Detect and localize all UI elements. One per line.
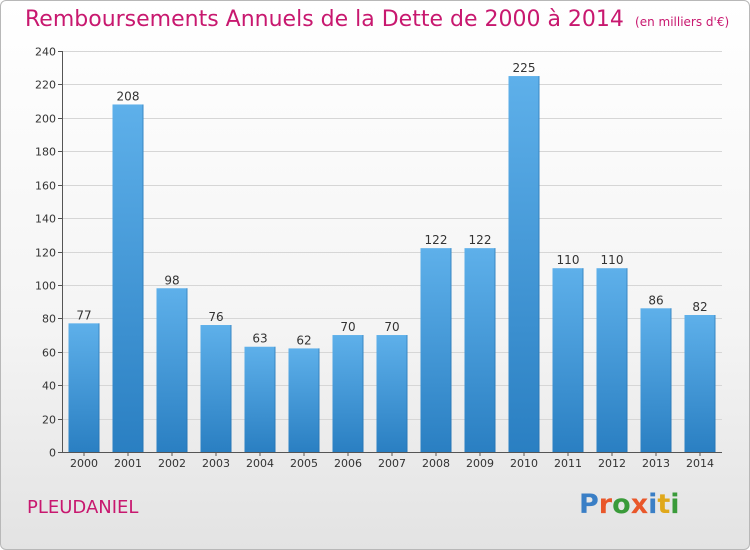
bar-2002: [156, 288, 188, 452]
x-tick-label: 2013: [642, 457, 670, 470]
logo-letter: i: [648, 489, 658, 520]
data-label: 76: [208, 310, 223, 324]
data-label: 110: [601, 253, 624, 267]
proxiti-logo[interactable]: Proxiti: [579, 489, 680, 520]
bar-2013: [640, 308, 672, 452]
chart-title: Remboursements Annuels de la Dette de 20…: [25, 7, 624, 32]
logo-letter: x: [630, 489, 649, 520]
x-tick-label: 2014: [686, 457, 714, 470]
data-label: 98: [164, 273, 179, 287]
x-tick-label: 2005: [290, 457, 318, 470]
data-label: 70: [340, 320, 355, 334]
data-label: 122: [425, 233, 448, 247]
x-tick-label: 2004: [246, 457, 274, 470]
y-tick-label: 160: [35, 180, 56, 193]
y-tick-label: 20: [42, 414, 56, 427]
x-tick-label: 2001: [114, 457, 142, 470]
y-tick-label: 240: [35, 46, 56, 59]
data-label: 62: [296, 333, 311, 347]
data-label: 70: [384, 320, 399, 334]
bar-2001: [112, 104, 144, 452]
bar-2011: [552, 268, 584, 452]
bar-2004: [244, 346, 276, 452]
bar-2012: [596, 268, 628, 452]
y-tick-label: 60: [42, 347, 56, 360]
axes-layer: 0 20 40 60 80 100 120 140 160 180 200 220 240 77 2000 2…: [35, 46, 722, 470]
data-label: 110: [557, 253, 580, 267]
logo-letter: r: [598, 489, 613, 520]
y-tick-label: 180: [35, 146, 56, 159]
y-tick-label: 100: [35, 280, 56, 293]
y-tick-label: 0: [49, 447, 56, 460]
commune-name: PLEUDANIEL: [27, 497, 139, 518]
x-tick-label: 2002: [158, 457, 186, 470]
data-label: 77: [76, 308, 91, 322]
y-tick-label: 200: [35, 113, 56, 126]
x-tick-label: 2000: [70, 457, 98, 470]
logo-letter: P: [579, 489, 599, 520]
data-label: 82: [692, 300, 707, 314]
bar-2007: [376, 335, 408, 452]
chart-unit: (en milliers d'€): [635, 15, 730, 29]
x-tick-label: 2006: [334, 457, 362, 470]
title-line: Remboursements Annuels de la Dette de 20…: [25, 7, 729, 32]
x-tick-label: 2011: [554, 457, 582, 470]
bar-2000: [68, 323, 100, 452]
data-label: 122: [469, 233, 492, 247]
bar-2005: [288, 348, 320, 452]
y-tick-label: 220: [35, 79, 56, 92]
y-tick-label: 120: [35, 247, 56, 260]
data-label: 225: [513, 61, 536, 75]
logo-letter: o: [612, 489, 631, 520]
logo-letter: i: [670, 489, 680, 520]
x-tick-label: 2003: [202, 457, 230, 470]
bar-2010: [508, 76, 540, 452]
bar-2003: [200, 325, 232, 452]
x-tick-label: 2007: [378, 457, 406, 470]
data-label: 208: [117, 89, 140, 103]
logo-letter: t: [657, 489, 671, 520]
bar-2014: [684, 314, 716, 452]
bar-2006: [332, 335, 364, 452]
data-label: 63: [252, 332, 267, 346]
y-tick-label: 40: [42, 380, 56, 393]
data-label: 86: [648, 293, 663, 307]
x-tick-label: 2012: [598, 457, 626, 470]
bar-2009: [464, 248, 496, 452]
y-tick-label: 140: [35, 213, 56, 226]
bars-layer: [68, 76, 716, 452]
bar-2008: [420, 248, 452, 452]
x-tick-label: 2008: [422, 457, 450, 470]
y-tick-label: 80: [42, 313, 56, 326]
x-tick-label: 2010: [510, 457, 538, 470]
x-tick-label: 2009: [466, 457, 494, 470]
